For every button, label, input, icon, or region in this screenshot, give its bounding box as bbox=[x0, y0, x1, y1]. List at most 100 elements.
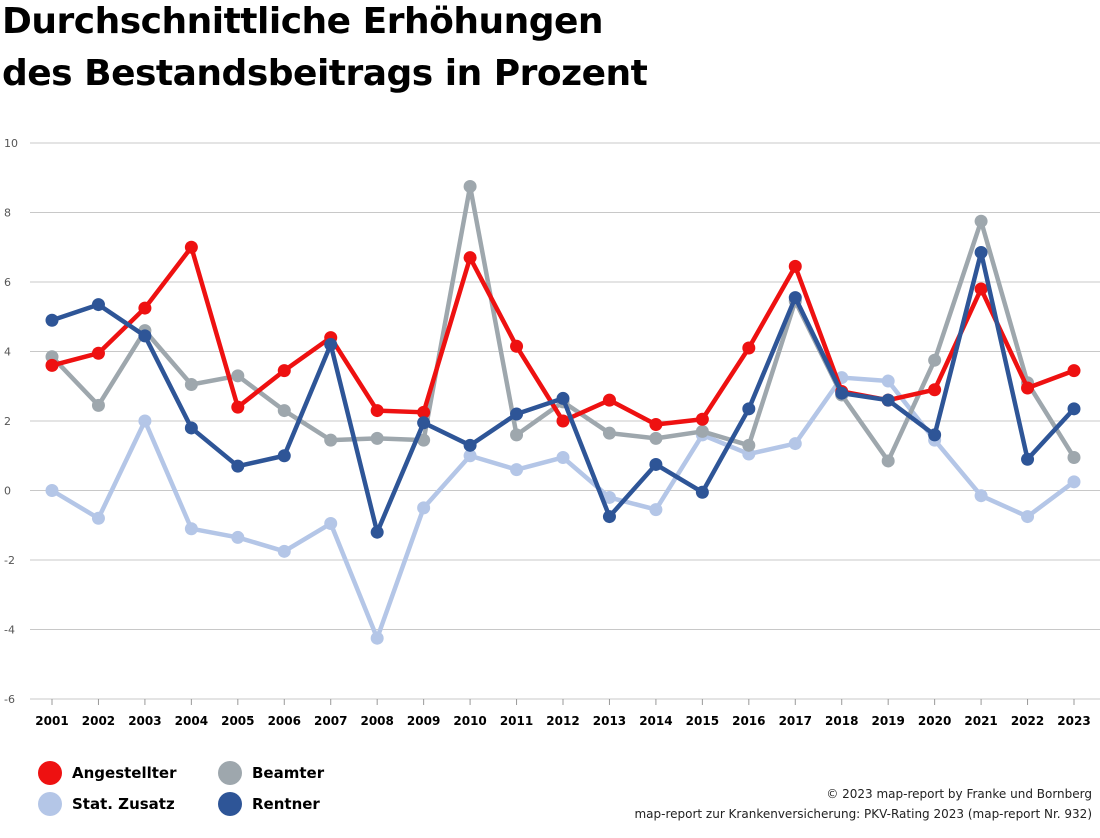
data-point-beamter[interactable] bbox=[602, 426, 616, 440]
data-point-stat-zusatz[interactable] bbox=[556, 450, 570, 464]
data-point-angestellter[interactable] bbox=[788, 259, 802, 273]
legend-item-stat-zusatz: Stat. Zusatz bbox=[38, 789, 175, 819]
data-point-stat-zusatz[interactable] bbox=[510, 463, 524, 477]
data-point-rentner[interactable] bbox=[788, 291, 802, 305]
data-point-stat-zusatz[interactable] bbox=[370, 631, 384, 645]
data-point-beamter[interactable] bbox=[417, 433, 431, 447]
data-point-beamter[interactable] bbox=[695, 424, 709, 438]
data-point-beamter[interactable] bbox=[463, 179, 477, 193]
y-axis-ticks: 10 8 6 4 2 0 -2 -4 -6 bbox=[4, 137, 18, 706]
data-point-stat-zusatz[interactable] bbox=[649, 503, 663, 517]
data-point-stat-zusatz[interactable] bbox=[788, 437, 802, 451]
data-point-beamter[interactable] bbox=[510, 428, 524, 442]
x-tick-label: 2018 bbox=[825, 714, 858, 728]
legend-item-rentner: Rentner bbox=[218, 789, 320, 819]
data-point-rentner[interactable] bbox=[91, 298, 105, 312]
data-point-angestellter[interactable] bbox=[91, 346, 105, 360]
x-tick-label: 2008 bbox=[360, 714, 393, 728]
data-point-stat-zusatz[interactable] bbox=[1067, 475, 1081, 489]
data-point-rentner[interactable] bbox=[742, 402, 756, 416]
copyright-text: © 2023 map-report by Franke und Bornberg bbox=[826, 787, 1092, 801]
data-point-beamter[interactable] bbox=[649, 431, 663, 445]
data-point-angestellter[interactable] bbox=[370, 404, 384, 418]
data-point-rentner[interactable] bbox=[45, 313, 59, 327]
data-point-rentner[interactable] bbox=[649, 457, 663, 471]
x-tick-label: 2001 bbox=[35, 714, 68, 728]
credits: © 2023 map-report by Franke und Bornberg… bbox=[634, 784, 1092, 824]
legend-swatch-stat-zusatz bbox=[38, 792, 62, 816]
data-point-stat-zusatz[interactable] bbox=[324, 517, 338, 531]
data-point-stat-zusatz[interactable] bbox=[45, 484, 59, 497]
data-point-rentner[interactable] bbox=[1021, 452, 1035, 466]
data-point-angestellter[interactable] bbox=[556, 414, 570, 428]
data-point-stat-zusatz[interactable] bbox=[417, 501, 431, 515]
data-point-rentner[interactable] bbox=[835, 386, 849, 400]
x-tick-label: 2023 bbox=[1057, 714, 1090, 728]
y-tick-label: 6 bbox=[4, 276, 11, 289]
data-point-rentner[interactable] bbox=[277, 449, 291, 463]
data-point-angestellter[interactable] bbox=[138, 301, 152, 315]
x-tick-label: 2015 bbox=[686, 714, 719, 728]
data-point-angestellter[interactable] bbox=[45, 358, 59, 372]
data-point-rentner[interactable] bbox=[184, 421, 198, 435]
y-tick-label: -6 bbox=[4, 693, 15, 706]
data-point-angestellter[interactable] bbox=[649, 417, 663, 431]
series-rentner bbox=[45, 245, 1081, 539]
data-point-beamter[interactable] bbox=[881, 454, 895, 468]
data-point-rentner[interactable] bbox=[881, 393, 895, 407]
x-tick-label: 2013 bbox=[593, 714, 626, 728]
data-point-angestellter[interactable] bbox=[277, 364, 291, 378]
data-point-beamter[interactable] bbox=[1067, 450, 1081, 464]
data-point-rentner[interactable] bbox=[463, 438, 477, 452]
data-point-rentner[interactable] bbox=[324, 338, 338, 352]
data-point-beamter[interactable] bbox=[231, 369, 245, 383]
data-point-rentner[interactable] bbox=[928, 428, 942, 442]
data-point-rentner[interactable] bbox=[695, 485, 709, 499]
data-point-angestellter[interactable] bbox=[742, 341, 756, 355]
data-point-beamter[interactable] bbox=[91, 398, 105, 412]
data-point-rentner[interactable] bbox=[231, 459, 245, 473]
data-point-rentner[interactable] bbox=[556, 391, 570, 405]
data-point-rentner[interactable] bbox=[370, 525, 384, 539]
data-point-angestellter[interactable] bbox=[417, 405, 431, 419]
data-point-rentner[interactable] bbox=[417, 416, 431, 430]
series-stat-zusatz bbox=[45, 371, 1081, 645]
data-point-stat-zusatz[interactable] bbox=[602, 490, 616, 504]
data-point-rentner[interactable] bbox=[138, 329, 152, 343]
data-point-angestellter[interactable] bbox=[695, 412, 709, 426]
data-point-angestellter[interactable] bbox=[231, 400, 245, 414]
data-point-stat-zusatz[interactable] bbox=[974, 489, 988, 503]
data-point-stat-zusatz[interactable] bbox=[91, 511, 105, 525]
data-point-beamter[interactable] bbox=[974, 214, 988, 228]
data-point-angestellter[interactable] bbox=[510, 339, 524, 353]
data-point-stat-zusatz[interactable] bbox=[277, 544, 291, 558]
data-point-angestellter[interactable] bbox=[463, 251, 477, 265]
data-point-stat-zusatz[interactable] bbox=[184, 522, 198, 536]
data-point-stat-zusatz[interactable] bbox=[138, 414, 152, 428]
title-line-2: des Bestandsbeitrags in Prozent bbox=[2, 53, 648, 94]
data-point-angestellter[interactable] bbox=[1021, 381, 1035, 395]
data-point-rentner[interactable] bbox=[1067, 402, 1081, 416]
data-point-beamter[interactable] bbox=[277, 404, 291, 418]
data-point-stat-zusatz[interactable] bbox=[463, 449, 477, 463]
data-point-beamter[interactable] bbox=[742, 438, 756, 452]
data-point-angestellter[interactable] bbox=[184, 240, 198, 254]
data-point-beamter[interactable] bbox=[370, 431, 384, 445]
data-point-beamter[interactable] bbox=[184, 378, 198, 392]
data-point-angestellter[interactable] bbox=[974, 282, 988, 296]
legend-label-beamter: Beamter bbox=[252, 764, 325, 782]
data-point-stat-zusatz[interactable] bbox=[881, 374, 895, 388]
legend-swatch-rentner bbox=[218, 792, 242, 816]
data-point-rentner[interactable] bbox=[510, 407, 524, 421]
data-point-stat-zusatz[interactable] bbox=[231, 530, 245, 544]
data-point-rentner[interactable] bbox=[602, 510, 616, 524]
data-point-angestellter[interactable] bbox=[1067, 364, 1081, 378]
data-point-rentner[interactable] bbox=[974, 245, 988, 259]
data-point-beamter[interactable] bbox=[928, 353, 942, 367]
data-point-beamter[interactable] bbox=[324, 433, 338, 447]
data-point-angestellter[interactable] bbox=[602, 393, 616, 407]
x-tick-label: 2004 bbox=[175, 714, 208, 728]
data-point-stat-zusatz[interactable] bbox=[1021, 510, 1035, 524]
data-point-angestellter[interactable] bbox=[928, 383, 942, 397]
